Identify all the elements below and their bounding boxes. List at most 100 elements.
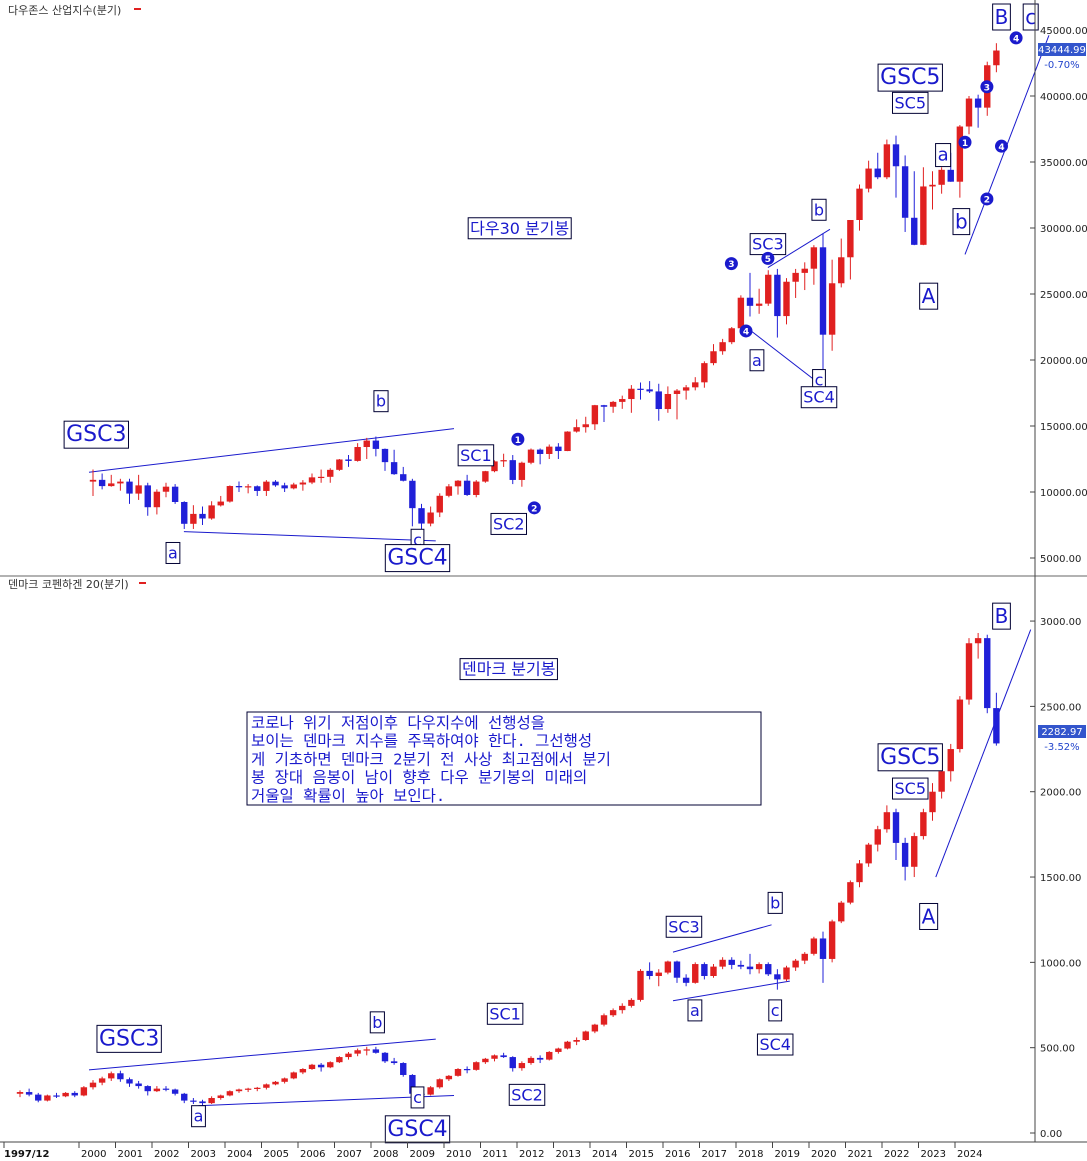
candle-up — [828, 921, 836, 959]
candle-up — [299, 482, 307, 485]
candle-up — [327, 469, 334, 477]
candle-down — [463, 480, 471, 495]
x-tick-label: 1997/12 — [4, 1149, 49, 1160]
x-tick-label: 2002 — [154, 1149, 179, 1160]
candle-up — [965, 643, 973, 700]
candle-down — [98, 479, 106, 487]
candle-down — [746, 966, 754, 970]
wave-label-box — [992, 602, 1011, 630]
wave-label-box — [767, 891, 783, 914]
candle-up — [153, 491, 161, 508]
x-tick-label: 2005 — [264, 1149, 289, 1160]
y-tick-label: 1000.00 — [1040, 958, 1081, 969]
candle-up — [336, 1057, 343, 1063]
candle-down — [317, 1064, 325, 1068]
candle-down — [463, 1069, 471, 1071]
candle-up — [664, 393, 672, 410]
candle-up — [619, 1005, 626, 1011]
candle-up — [482, 471, 489, 482]
candle-up — [354, 1050, 361, 1054]
candle-down — [117, 1073, 124, 1080]
candle-up — [920, 186, 927, 245]
candle-up — [792, 960, 799, 968]
wave-label-box — [756, 1033, 794, 1056]
wave-label-box — [384, 544, 451, 573]
candle-up — [89, 1082, 97, 1088]
denmark-annotations: GSC3 b a c GSC4 SC1 SC2 덴마크 분기봉 SC3 a b c SC4 GSC5 SC5… — [96, 602, 1011, 1144]
candle-up — [272, 1081, 279, 1085]
wave-label-box — [457, 444, 495, 467]
wave-marker-number: 1 — [515, 436, 521, 446]
dow-last-price: 43444.99 — [1038, 45, 1086, 56]
y-tick-label: 45000.00 — [1040, 26, 1087, 37]
candle-up — [692, 382, 699, 388]
candle-up — [518, 462, 526, 480]
y-tick-label: 20000.00 — [1040, 356, 1087, 367]
candle-up — [217, 1095, 224, 1099]
wave-label-box — [811, 198, 827, 221]
wave-label-box — [877, 63, 943, 92]
wave-label: A — [922, 904, 936, 928]
wave-label-box — [800, 386, 838, 409]
wave-label-box — [992, 3, 1011, 31]
wave-marker-circle — [724, 257, 738, 271]
candle-down — [390, 462, 398, 475]
wave-label: A — [922, 284, 936, 308]
candle-up — [810, 938, 818, 954]
x-tick-label: 2014 — [592, 1149, 617, 1160]
candle-down — [774, 274, 781, 317]
candle-up — [783, 967, 790, 980]
dow-y-axis: 5000.00 10000.00 15000.00 20000.00 25000.00 3… — [1040, 26, 1087, 565]
candle-up — [628, 999, 635, 1006]
wave-label-box — [508, 1083, 546, 1106]
candle-up — [947, 749, 954, 772]
candle-up — [427, 512, 434, 524]
note-line: 거울일 확률이 높아 보인다. — [251, 787, 445, 805]
y-tick-label: 5000.00 — [1040, 554, 1081, 565]
candle-down — [400, 474, 407, 481]
candle-up — [527, 1057, 535, 1064]
candle-up — [317, 476, 325, 479]
candle-up — [810, 247, 818, 269]
candle-up — [153, 1088, 161, 1092]
trendline — [183, 531, 436, 542]
wave-label: SC1 — [460, 446, 492, 465]
candle-up — [354, 447, 361, 461]
wave-marker-circle — [511, 432, 525, 446]
candle-up — [637, 970, 644, 1000]
candle-down — [819, 247, 827, 335]
candle-up — [974, 638, 982, 644]
wave-label: GSC5 — [880, 65, 940, 90]
wave-label-box — [1022, 3, 1039, 31]
denmark-panel: 덴마크 코펜하겐 20(분기) GSC3 b a c GSC4 SC1 SC2 덴마크 분기봉… — [8, 577, 1086, 1144]
wave-label-box — [935, 143, 952, 168]
denmark-candles — [16, 633, 1000, 1106]
candle-down — [974, 98, 982, 108]
candle-up — [564, 1041, 571, 1049]
y-tick-label: 0.00 — [1040, 1129, 1062, 1140]
candle-up — [80, 1087, 88, 1096]
candle-down — [993, 708, 1000, 744]
candle-down — [984, 638, 991, 709]
candle-up — [98, 1078, 106, 1083]
candle-down — [947, 169, 954, 182]
wave-label-box — [490, 512, 528, 535]
candle-down — [400, 1063, 407, 1075]
candle-up — [281, 1078, 288, 1082]
note-box — [246, 711, 762, 806]
wave-label: a — [168, 543, 178, 562]
x-tick-label: 2007 — [337, 1149, 362, 1160]
candle-down — [235, 486, 243, 488]
candle-down — [901, 842, 909, 867]
candle-up — [473, 481, 480, 495]
wave-label: SC1 — [489, 1004, 521, 1023]
candle-up — [135, 485, 142, 494]
wave-label-box — [486, 1002, 524, 1025]
wave-label-box — [63, 420, 129, 449]
wave-label: b — [770, 893, 780, 912]
dow-last-price-box — [1038, 43, 1086, 56]
candle-up — [591, 1024, 599, 1032]
candle-up — [436, 495, 443, 513]
candle-up — [783, 281, 790, 317]
candle-up — [883, 812, 891, 830]
